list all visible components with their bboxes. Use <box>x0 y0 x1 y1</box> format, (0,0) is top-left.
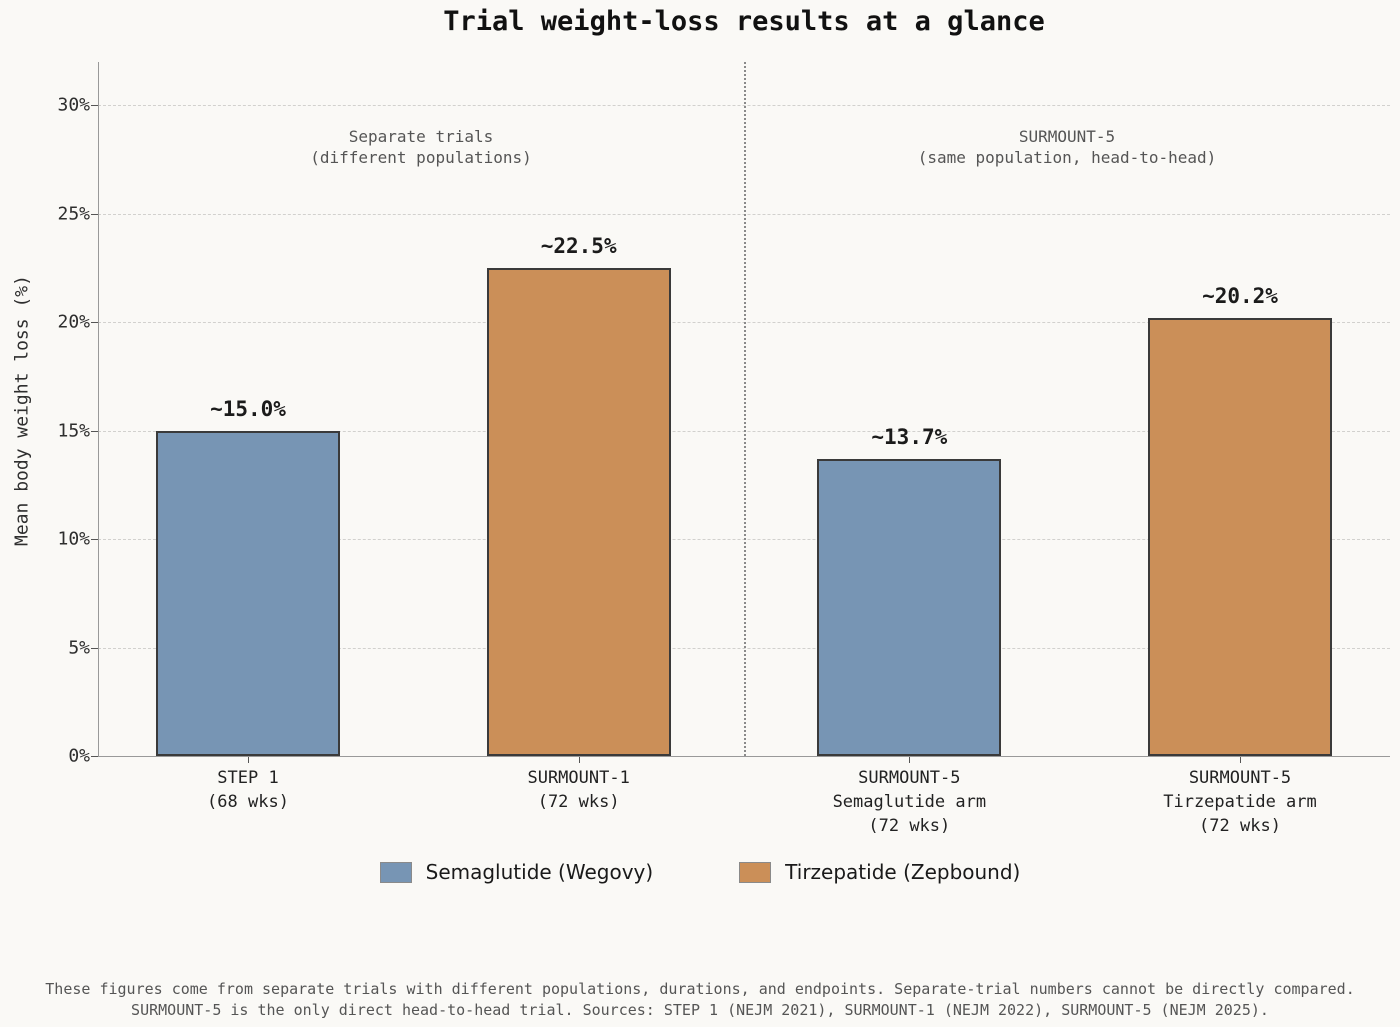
y-tick-label-15%: 15% <box>57 420 90 442</box>
legend-item: Semaglutide (Wegovy) <box>379 860 654 884</box>
y-tick-mark-0% <box>91 756 98 757</box>
bar-value-label: ~13.7% <box>871 424 948 449</box>
x-axis-spine <box>98 756 1390 757</box>
category-label-line: Semaglutide arm <box>832 792 987 812</box>
category-label-line: Tirzepatide arm <box>1163 792 1317 812</box>
category-label-line: STEP 1 <box>217 768 279 788</box>
bar-value-label: ~15.0% <box>210 396 286 421</box>
category-label-line: SURMOUNT-1 <box>527 768 630 788</box>
category-label: SURMOUNT-1 (72 wks) <box>527 766 629 814</box>
y-tick-label-0%: 0% <box>68 745 90 767</box>
bar-surmount-5-semaglutidearm-72wks <box>817 458 1002 756</box>
y-tick-mark-5% <box>91 647 98 649</box>
y-tick-mark-25% <box>91 213 98 215</box>
footer-note-line2: SURMOUNT-5 is the only direct head-to-he… <box>131 1001 1269 1019</box>
y-tick-label-5%: 5% <box>68 637 90 659</box>
y-tick-label-25%: 25% <box>57 203 90 225</box>
legend-swatch-icon <box>739 861 772 883</box>
legend-item: Tirzepatide (Zepbound) <box>739 860 1020 884</box>
category-label: SURMOUNT-5 Semaglutide arm (72 wks) <box>833 766 987 838</box>
panel-annotation-right-line1: SURMOUNT-5 <box>1018 127 1116 146</box>
legend-label: Semaglutide (Wegovy) <box>425 860 654 884</box>
x-tick-mark <box>909 757 911 763</box>
y-tick-label-30%: 30% <box>57 94 90 116</box>
category-label-line: SURMOUNT-5 <box>1188 768 1292 788</box>
y-axis-spine <box>98 62 99 756</box>
y-tick-label-10%: 10% <box>57 528 90 550</box>
bar-surmount-1-72wks <box>486 268 671 756</box>
chart-legend: Semaglutide (Wegovy) Tirzepatide (Zepboun… <box>0 860 1400 884</box>
panel-annotation-left-line1: Separate trials <box>348 127 494 146</box>
panel-divider-dotted-line <box>744 62 746 756</box>
category-label: SURMOUNT-5 Tirzepatide arm (72 wks) <box>1163 766 1317 838</box>
bar-step1-68wks <box>156 430 340 756</box>
x-tick-mark <box>1240 757 1241 763</box>
category-label-line: (72 wks) <box>868 816 951 836</box>
panel-annotation-right-line2: (same population, head-to-head) <box>917 148 1217 167</box>
panel-annotation-left: Separate trials (different populations) <box>310 126 532 168</box>
bar-value-label: ~20.2% <box>1202 283 1278 308</box>
panel-annotation-right: SURMOUNT-5 (same population, head-to-hea… <box>918 126 1217 168</box>
panel-annotation-left-line2: (different populations) <box>310 148 532 167</box>
category-label-line: (72 wks) <box>1199 816 1281 836</box>
category-label-line: SURMOUNT-5 <box>858 768 961 788</box>
y-axis-label: Mean body weight loss (%) <box>11 275 33 546</box>
x-tick-mark <box>578 757 580 763</box>
legend-label: Tirzepatide (Zepbound) <box>785 860 1021 884</box>
chart-title: Trial weight-loss results at a glance <box>443 6 1045 37</box>
y-tick-mark-15% <box>91 430 98 432</box>
y-tick-mark-20% <box>91 322 98 324</box>
y-tick-mark-10% <box>91 539 98 541</box>
category-label-line: (72 wks) <box>537 792 620 812</box>
bar-value-label: ~22.5% <box>540 234 617 259</box>
y-tick-label-20%: 20% <box>57 311 90 333</box>
bar-surmount-5-tirzepatidearm-72wks <box>1148 317 1332 756</box>
category-label: STEP 1 (68 wks) <box>207 766 289 814</box>
y-tick-mark-30% <box>91 105 98 107</box>
category-label-line: (68 wks) <box>207 792 289 812</box>
plot-area: Separate trials (different populations) … <box>98 62 1390 757</box>
x-tick-mark <box>248 757 249 763</box>
footer-note-line1: These figures come from separate trials … <box>45 980 1355 998</box>
legend-swatch-icon <box>379 861 412 883</box>
